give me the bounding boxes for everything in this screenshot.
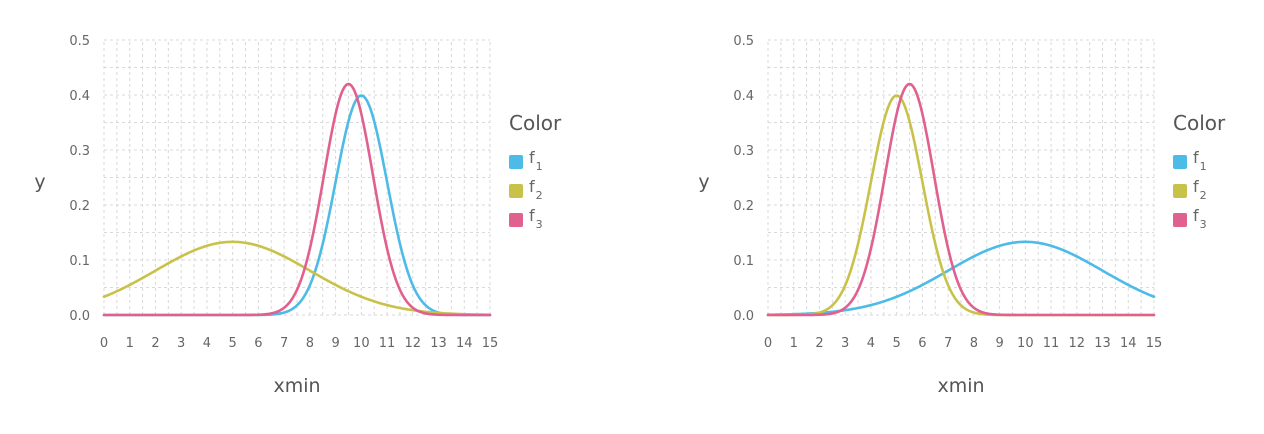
x-tick-label: 12 bbox=[405, 336, 422, 351]
grid bbox=[103, 39, 491, 316]
legend-label-subscript: 2 bbox=[1200, 189, 1207, 202]
x-tick-label: 14 bbox=[1120, 336, 1137, 351]
x-tick-label: 3 bbox=[177, 336, 185, 351]
y-tick-label: 0.2 bbox=[69, 199, 90, 214]
x-axis-title: xmin bbox=[937, 375, 984, 397]
x-tick-label: 10 bbox=[1017, 336, 1034, 351]
series-line-f3 bbox=[102, 82, 492, 317]
legend-title: Color bbox=[1173, 111, 1226, 135]
chart-right: 0.00.10.20.30.40.50 1 2 3 4 5 6 7 8 9 10 11 12 13 14 15… bbox=[698, 34, 1226, 397]
legend-label-subscript: 3 bbox=[536, 218, 543, 231]
x-tick-label: 3 bbox=[841, 336, 849, 351]
y-axis-title: y bbox=[698, 171, 709, 193]
x-tick-label: 15 bbox=[1146, 336, 1163, 351]
y-tick-label: 0.1 bbox=[733, 254, 754, 269]
x-tick-label: 7 bbox=[280, 336, 288, 351]
y-tick-label: 0.2 bbox=[733, 199, 754, 214]
x-tick-label: 0 bbox=[100, 336, 108, 351]
x-tick-label: 6 bbox=[918, 336, 926, 351]
y-tick-label: 0.0 bbox=[733, 309, 754, 324]
x-tick-label: 12 bbox=[1069, 336, 1086, 351]
chart-panel-left: 0.0 0.1 0.2 0.3 0.4 0.5 0 1 2 3 4 5 6 7 8 9 10 11 12 13 14 15… bbox=[34, 34, 562, 397]
x-tick-label: 8 bbox=[970, 336, 978, 351]
series-lines bbox=[766, 82, 1156, 317]
legend-label-subscript: 2 bbox=[536, 189, 543, 202]
y-tick-label: 0.0 bbox=[69, 309, 90, 324]
x-tick-label: 7 bbox=[944, 336, 952, 351]
x-tick-label: 0 bbox=[764, 336, 772, 351]
y-tick-label: 0.4 bbox=[733, 89, 754, 104]
legend-label-subscript: 1 bbox=[536, 160, 543, 173]
y-tick-label: 0.3 bbox=[733, 144, 754, 159]
x-tick-label: 13 bbox=[430, 336, 447, 351]
x-tick-label: 2 bbox=[815, 336, 823, 351]
x-tick-label: 4 bbox=[203, 336, 211, 351]
legend-swatch bbox=[1173, 155, 1187, 169]
chart-panel-right: 0.0 0.1 0.2 0.3 0.4 0.5 0 1 2 3 4 5 6 7 8 9 10 11 12 13 14 15… bbox=[632, 0, 1264, 434]
grid bbox=[767, 39, 1155, 316]
legend-swatch bbox=[509, 155, 523, 169]
x-tick-label: 11 bbox=[379, 336, 396, 351]
x-tick-label: 15 bbox=[482, 336, 499, 351]
legend-swatch bbox=[1173, 213, 1187, 227]
x-tick-label: 9 bbox=[995, 336, 1003, 351]
y-tick-label: 0.1 bbox=[69, 254, 90, 269]
legend-title: Color bbox=[509, 111, 562, 135]
series-line-f3 bbox=[766, 82, 1156, 317]
x-axis-title: xmin bbox=[273, 375, 320, 397]
series-line-f2 bbox=[102, 240, 492, 317]
x-axis: 0 1 2 3 4 5 6 7 8 9 10 11 12 13 14 15 bbox=[764, 336, 1162, 351]
y-tick-label: 0.3 bbox=[69, 144, 90, 159]
y-axis: 0.0 0.1 0.2 0.3 0.4 0.5 bbox=[733, 34, 754, 324]
legend-label: f1 bbox=[529, 148, 543, 173]
y-axis-title: y bbox=[34, 171, 45, 193]
x-tick-label: 5 bbox=[229, 336, 237, 351]
x-tick-label: 1 bbox=[126, 336, 134, 351]
y-tick-label: 0.5 bbox=[733, 34, 754, 49]
y-axis: 0.0 0.1 0.2 0.3 0.4 0.5 bbox=[69, 34, 90, 324]
series-line-f1 bbox=[766, 240, 1156, 317]
x-tick-label: 4 bbox=[867, 336, 875, 351]
x-tick-label: 11 bbox=[1043, 336, 1060, 351]
legend-label: f2 bbox=[1193, 177, 1207, 202]
legend-label-subscript: 3 bbox=[1200, 218, 1207, 231]
chart-left: 0.00.10.20.30.40.50 1 2 3 4 5 6 7 8 9 10 11 12 13 14 15… bbox=[34, 34, 562, 397]
x-tick-label: 9 bbox=[331, 336, 339, 351]
y-tick-label: 0.5 bbox=[69, 34, 90, 49]
y-tick-label: 0.4 bbox=[69, 89, 90, 104]
legend-label-subscript: 1 bbox=[1200, 160, 1207, 173]
legend-label: f3 bbox=[1193, 206, 1207, 231]
legend-swatch bbox=[1173, 184, 1187, 198]
x-tick-label: 14 bbox=[456, 336, 473, 351]
x-tick-label: 8 bbox=[306, 336, 314, 351]
legend-label: f1 bbox=[1193, 148, 1207, 173]
x-tick-label: 6 bbox=[254, 336, 262, 351]
x-axis: 0 1 2 3 4 5 6 7 8 9 10 11 12 13 14 15 bbox=[100, 336, 498, 351]
legend-label: f3 bbox=[529, 206, 543, 231]
x-tick-label: 2 bbox=[151, 336, 159, 351]
x-tick-label: 5 bbox=[893, 336, 901, 351]
series-lines bbox=[102, 82, 492, 317]
legend-swatch bbox=[509, 213, 523, 227]
legend: Color f1 f2 f3 bbox=[509, 111, 562, 231]
legend: Color f1 f2 f3 bbox=[1173, 111, 1226, 231]
legend-label: f2 bbox=[529, 177, 543, 202]
x-tick-label: 13 bbox=[1094, 336, 1111, 351]
x-tick-label: 1 bbox=[790, 336, 798, 351]
x-tick-label: 10 bbox=[353, 336, 370, 351]
legend-swatch bbox=[509, 184, 523, 198]
